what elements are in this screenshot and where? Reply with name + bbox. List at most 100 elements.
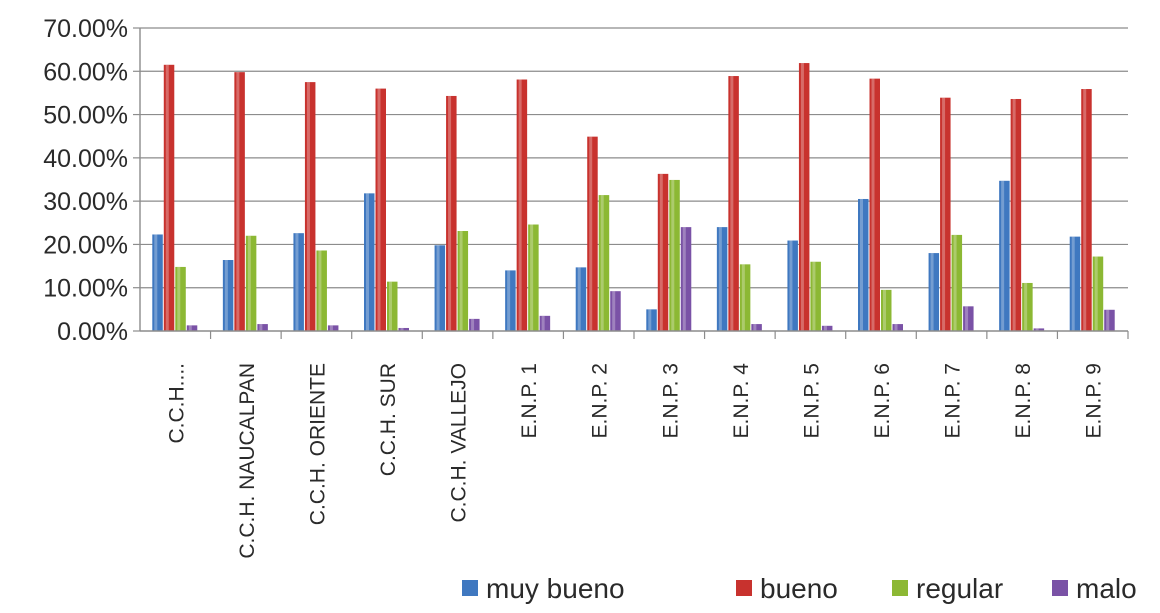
- bar-malo-e-n-p-9: [1104, 309, 1115, 331]
- bar-regular-e-n-p-4: [739, 264, 751, 331]
- bar-muy-bueno-e-n-p-7: [928, 253, 940, 331]
- bar-highlight: [860, 198, 863, 331]
- x-category-label: E.N.P. 4: [730, 363, 753, 439]
- legend-swatch-muy-bueno: [462, 580, 478, 596]
- x-category-label: E.N.P. 2: [589, 363, 612, 439]
- bar-bueno-c-c-h-oriente: [304, 82, 316, 331]
- bar-highlight: [648, 309, 652, 331]
- bar-highlight: [789, 240, 793, 331]
- bar-highlight: [247, 235, 251, 331]
- bar-highlight: [1035, 328, 1039, 331]
- bar-highlight: [730, 76, 734, 331]
- bar-malo-e-n-p-3: [680, 227, 692, 331]
- bar-highlight: [329, 325, 333, 331]
- x-category-label: E.N.P. 8: [1012, 363, 1035, 439]
- bar-highlight: [1106, 309, 1110, 331]
- bar-malo-c-c-h-sur: [398, 327, 409, 331]
- bar-muy-bueno-e-n-p-8: [999, 180, 1010, 331]
- bar-malo-e-n-p-2: [610, 291, 621, 331]
- bar-highlight: [965, 306, 969, 331]
- bar-highlight: [518, 79, 522, 331]
- bar-highlight: [753, 324, 757, 331]
- bar-highlight: [259, 324, 263, 331]
- bar-muy-bueno-e-n-p-3: [646, 309, 657, 331]
- bar-muy-bueno-e-n-p-4: [716, 227, 728, 331]
- bar-regular-e-n-p-1: [528, 224, 539, 331]
- bar-malo-e-n-p-7: [963, 306, 974, 331]
- y-tick-label: 60.00%: [43, 58, 128, 86]
- bar-bueno-e-n-p-9: [1081, 89, 1092, 331]
- bar-highlight: [894, 324, 898, 331]
- x-category-label: E.N.P. 9: [1083, 363, 1106, 439]
- bar-regular-c-c-h-oriente: [316, 250, 327, 331]
- bars: [152, 63, 1115, 332]
- legend-label-regular: regular: [916, 573, 1003, 604]
- bar-highlight: [871, 78, 875, 331]
- bar-muy-bueno-e-n-p-2: [575, 267, 587, 331]
- bar-highlight: [1083, 89, 1087, 331]
- legend-label-malo: malo: [1076, 573, 1137, 604]
- legend-label-muy-bueno: muy bueno: [486, 573, 625, 604]
- bar-highlight: [589, 136, 593, 331]
- x-category-label: C.C.H. SUR: [377, 363, 400, 476]
- bar-regular-c-c-h-sur: [387, 281, 398, 331]
- bar-bueno-e-n-p-1: [516, 79, 528, 331]
- y-axis-ticks: 0.00% 10.00% 20.00% 30.00% 40.00% 50.00% 60.00…: [43, 15, 128, 346]
- bar-regular-e-n-p-8: [1022, 282, 1033, 331]
- bar-regular-c-c-h-naucalpan: [245, 235, 257, 331]
- bar-highlight: [600, 195, 604, 331]
- bar-malo-c-c-h-naucalpan: [257, 324, 268, 331]
- bar-malo-e-n-p-5: [821, 325, 833, 331]
- bar-highlight: [823, 325, 827, 331]
- bar-highlight: [812, 261, 816, 331]
- bar-malo-c-c-h-vallejo: [469, 318, 480, 331]
- x-category-label: C.C.H....: [165, 363, 188, 444]
- gridlines: [140, 27, 1128, 289]
- y-tick-label: 30.00%: [43, 188, 128, 216]
- bar-bueno-e-n-p-4: [728, 76, 739, 331]
- x-category-label: E.N.P. 3: [659, 363, 682, 439]
- y-tick-label: 70.00%: [43, 15, 128, 43]
- bar-highlight: [236, 72, 240, 331]
- legend-swatch-malo: [1052, 580, 1068, 596]
- bar-highlight: [1001, 180, 1005, 331]
- bar-highlight: [1024, 282, 1028, 331]
- bar-bueno-c-c-h-naucalpan: [234, 72, 245, 331]
- bar-bueno-e-n-p-2: [587, 136, 598, 331]
- bar-regular-e-n-p-5: [810, 261, 821, 331]
- bar-muy-bueno-c-c-h-oriente: [293, 233, 304, 331]
- bar-malo-e-n-p-8: [1033, 328, 1045, 331]
- bar-highlight: [671, 179, 675, 331]
- bar-muy-bueno-c-c-h-naucalpan: [222, 260, 234, 331]
- bar-regular-e-n-p-2: [598, 195, 610, 331]
- y-tick-label: 10.00%: [43, 275, 128, 303]
- bar-malo-e-n-p-1: [539, 315, 551, 331]
- bar-highlight: [459, 231, 463, 331]
- bar-highlight: [942, 97, 946, 331]
- bar-malo-c-c-h: [186, 325, 198, 331]
- bar-highlight: [224, 260, 228, 331]
- bar-highlight: [436, 245, 440, 331]
- bar-muy-bueno-e-n-p-6: [858, 198, 869, 331]
- bar-regular-e-n-p-3: [669, 179, 680, 331]
- bar-regular-c-c-h: [175, 266, 186, 331]
- legend-swatch-regular: [892, 580, 908, 596]
- x-category-label: E.N.P. 1: [518, 363, 541, 439]
- bar-regular-c-c-h-vallejo: [457, 231, 469, 331]
- axes: [133, 27, 1129, 339]
- x-category-label: C.C.H. VALLEJO: [448, 363, 471, 523]
- bar-regular-e-n-p-9: [1092, 256, 1104, 331]
- bar-highlight: [800, 63, 804, 331]
- x-category-label: E.N.P. 7: [942, 363, 965, 439]
- bar-highlight: [930, 253, 934, 331]
- y-tick-label: 40.00%: [43, 145, 128, 173]
- bar-muy-bueno-e-n-p-1: [505, 270, 516, 331]
- bar-highlight: [541, 315, 545, 331]
- bar-highlight: [448, 95, 452, 331]
- bar-bueno-e-n-p-6: [869, 78, 880, 331]
- legend: muy bueno bueno regular malo: [462, 573, 1137, 604]
- bar-bueno-e-n-p-3: [657, 173, 669, 331]
- bar-muy-bueno-e-n-p-5: [787, 240, 798, 331]
- x-category-label: C.C.H. NAUCALPAN: [236, 363, 259, 559]
